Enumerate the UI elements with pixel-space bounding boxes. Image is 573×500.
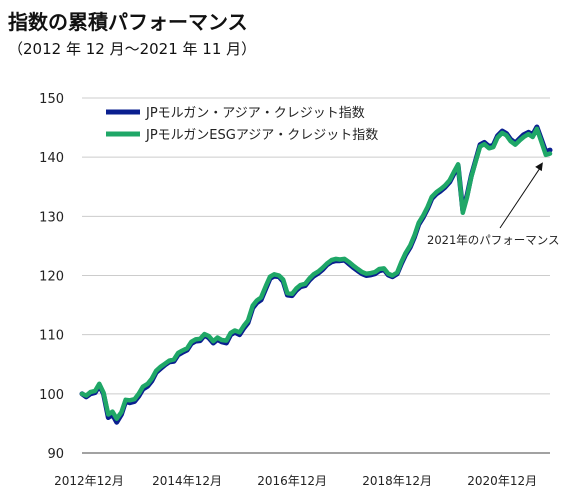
page-title: 指数の累積パフォーマンス — [8, 10, 248, 34]
series-lines — [79, 124, 553, 425]
y-tick-label-130: 130 — [39, 210, 64, 225]
y-axis-ticks: 90 100 110 120 130 140 150 — [39, 92, 64, 462]
x-tick-label-2: 2016年12月 — [257, 474, 327, 488]
y-tick-label-110: 110 — [39, 329, 64, 344]
y-tick-label-90: 90 — [47, 447, 64, 462]
x-tick-label-4: 2020年12月 — [467, 474, 537, 488]
y-tick-label-140: 140 — [39, 151, 64, 166]
x-tick-label-0: 2012年12月 — [54, 474, 124, 488]
legend-label-2: JPモルガンESGアジア・クレジット指数 — [145, 128, 378, 143]
legend: JPモルガン・アジア・クレジット指数 JPモルガンESGアジア・クレジット指数 — [106, 106, 378, 143]
x-tick-label-3: 2018年12月 — [362, 474, 432, 488]
annotation-arrow-head — [535, 162, 543, 172]
y-tick-label-150: 150 — [39, 92, 64, 107]
page-subtitle: （2012 年 12 月〜2021 年 11 月） — [8, 40, 257, 58]
grid-lines — [82, 97, 550, 454]
legend-label-1: JPモルガン・アジア・クレジット指数 — [145, 106, 365, 121]
annotation: 2021年のパフォーマンス — [427, 162, 560, 247]
series-line-2 — [79, 126, 553, 421]
x-tick-label-1: 2014年12月 — [152, 474, 222, 488]
y-tick-label-100: 100 — [39, 388, 64, 403]
annotation-label: 2021年のパフォーマンス — [427, 233, 560, 247]
annotation-arrow-line — [499, 167, 541, 229]
x-axis-ticks: 2012年12月 2014年12月 2016年12月 2018年12月 2020年12月 — [54, 474, 537, 488]
y-tick-label-120: 120 — [39, 270, 64, 285]
